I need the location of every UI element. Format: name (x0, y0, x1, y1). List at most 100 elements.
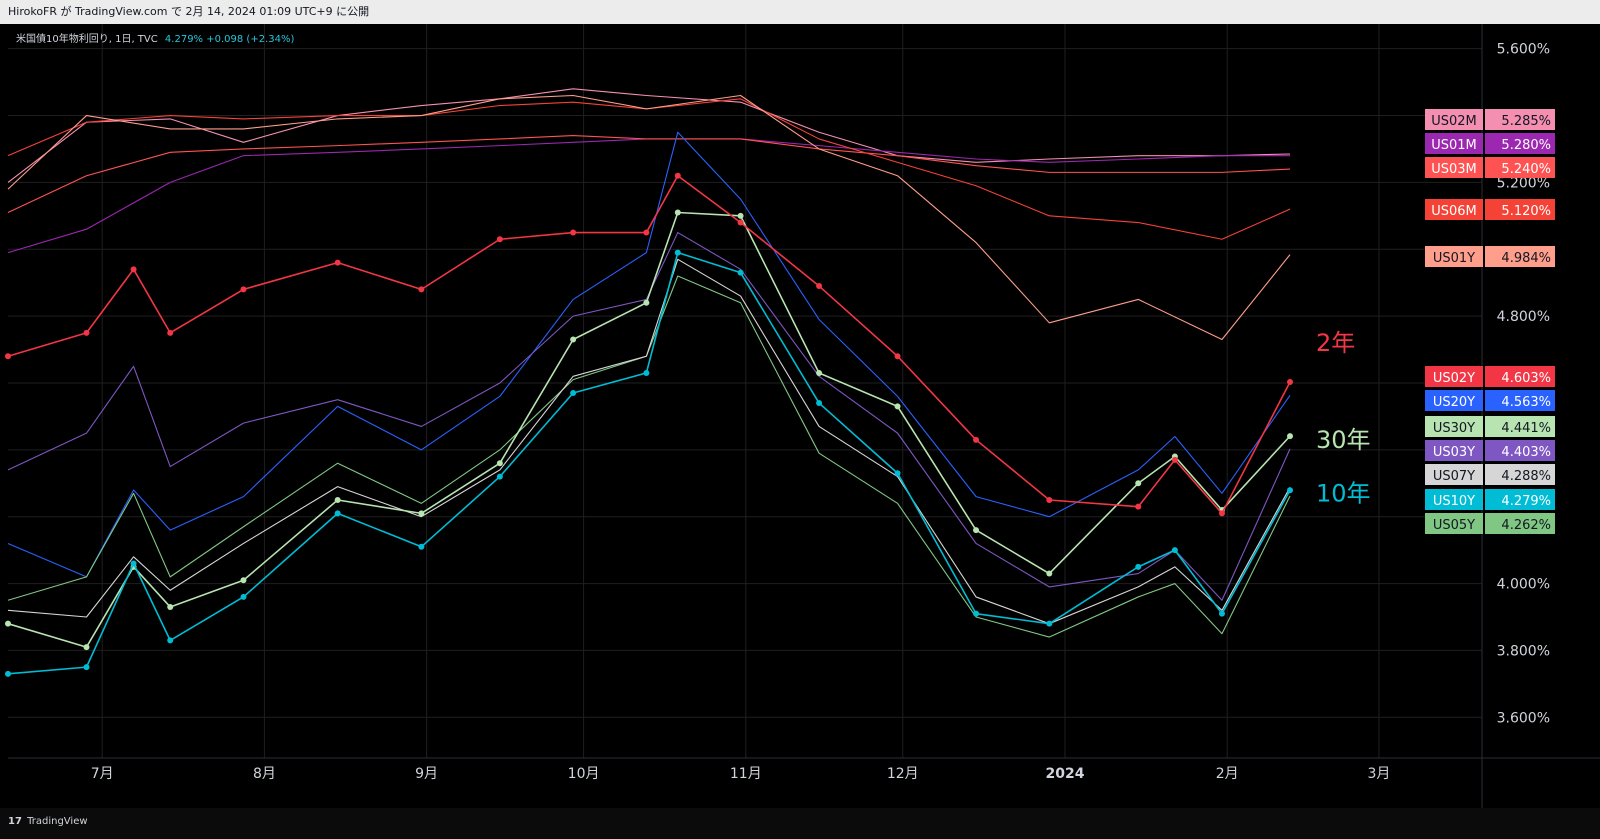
price-tag-us01m[interactable]: US01M 5.280% (1425, 133, 1555, 154)
price-tag-us02y[interactable]: US02Y 4.603% (1425, 366, 1555, 387)
x-tick-label: 8月 (253, 766, 276, 782)
data-point-us02y (418, 286, 425, 293)
price-tag-us10y[interactable]: US10Y 4.279% (1425, 489, 1555, 510)
data-point-us02y (1287, 378, 1293, 385)
series-line-us03m (7, 135, 1291, 213)
data-point-us30y (674, 209, 681, 216)
price-axis[interactable]: 5.600% 5.200% 4.800% 4.000% 3.800% 3.600% (1497, 42, 1550, 727)
data-point-us30y (737, 212, 744, 219)
data-point-us10y (240, 593, 247, 600)
price-tag-symbol: US01Y (1433, 251, 1475, 266)
data-point-us10y (894, 470, 901, 477)
price-tag-label-bg (1425, 416, 1483, 437)
data-point-us10y (1171, 547, 1178, 554)
price-tag-symbol: US03Y (1433, 445, 1475, 460)
data-point-us10y (83, 664, 90, 671)
data-point-us02y (973, 436, 980, 443)
data-point-us10y (674, 249, 681, 256)
price-tag-symbol: US02M (1431, 114, 1477, 129)
price-tag-value: 4.563% (1501, 395, 1551, 410)
price-tag-value-bg (1485, 157, 1555, 178)
price-tag-symbol: US20Y (1433, 395, 1475, 410)
price-tag-value: 5.120% (1501, 204, 1551, 219)
price-tag-label-bg (1425, 464, 1483, 485)
price-tag-us03m[interactable]: US03M 5.240% (1425, 157, 1555, 178)
legend-value: 4.279% +0.098 (+2.34%) (164, 34, 295, 45)
price-tag-value: 4.441% (1501, 421, 1551, 436)
y-tick-label: 5.200% (1497, 175, 1550, 191)
price-tag-us30y[interactable]: US30Y 4.441% (1425, 416, 1555, 437)
price-tag-value: 5.285% (1501, 114, 1551, 129)
data-point-us30y (1135, 480, 1142, 487)
price-tag-symbol: US03M (1431, 162, 1477, 177)
price-tag-value: 4.279% (1501, 494, 1551, 509)
price-tag-label-bg (1425, 133, 1483, 154)
data-point-us30y (643, 299, 650, 306)
price-tag-value: 4.262% (1501, 518, 1551, 533)
price-tag-symbol: US30Y (1433, 421, 1475, 436)
price-tag-label-bg (1425, 513, 1483, 534)
data-point-us30y (570, 336, 577, 343)
data-point-us30y (334, 496, 341, 503)
price-tag-label-bg (1425, 157, 1483, 178)
data-point-us30y (1287, 433, 1293, 440)
price-tags: US02M 5.285% US01M 5.280% US03M 5.240% US06M 5.… (1425, 109, 1555, 534)
price-tag-value: 4.984% (1501, 251, 1551, 266)
price-tag-us20y[interactable]: US20Y 4.563% (1425, 390, 1555, 411)
data-point-us10y (570, 390, 577, 397)
data-point-us02y (643, 229, 650, 236)
price-tag-symbol: US06M (1431, 204, 1477, 219)
footer-bar: 17 TradingView (0, 808, 1600, 839)
legend-symbol: 米国債10年物利回り, 1日, TVC (16, 34, 158, 45)
price-tag-label-bg (1425, 246, 1483, 267)
price-tag-us02m[interactable]: US02M 5.285% (1425, 109, 1555, 130)
data-point-us02y (167, 329, 174, 336)
data-point-us02y (240, 286, 247, 293)
data-point-us10y (334, 510, 341, 517)
price-tag-value: 5.280% (1501, 138, 1551, 153)
data-point-us02y (5, 353, 11, 360)
price-tag-value: 4.403% (1501, 445, 1551, 460)
price-tag-us05y[interactable]: US05Y 4.262% (1425, 513, 1555, 534)
price-tag-us03y[interactable]: US03Y 4.403% (1425, 440, 1555, 461)
x-tick-label: 2月 (1216, 766, 1239, 782)
data-point-us02y (894, 353, 901, 360)
data-point-us02y (674, 172, 681, 179)
data-point-us30y (418, 510, 425, 517)
price-tag-value: 4.603% (1501, 371, 1551, 386)
price-tag-symbol: US01M (1431, 138, 1477, 153)
published-header: HirokoFR が TradingView.com で 2月 14, 2024… (0, 0, 1600, 24)
data-point-us02y (334, 259, 341, 266)
annotation-layer: 2年 30年 10年 (1316, 329, 1371, 507)
data-point-us10y (1135, 563, 1142, 570)
tradingview-logo-icon: 17 (8, 816, 22, 827)
series-layer (5, 88, 1293, 677)
price-tag-value-bg (1485, 199, 1555, 220)
series-line-us02y (7, 174, 1291, 515)
data-point-us30y (1046, 570, 1053, 577)
x-tick-label: 3月 (1367, 766, 1390, 782)
data-point-us02y (496, 236, 503, 243)
data-point-us02y (83, 329, 90, 336)
time-axis[interactable]: 7月 8月 9月 10月 11月 12月 2024 2月 3月 (91, 766, 1391, 782)
price-tag-value-bg (1485, 246, 1555, 267)
price-tag-value-bg (1485, 513, 1555, 534)
data-point-us02y (1218, 510, 1225, 517)
price-tag-label-bg (1425, 199, 1483, 220)
data-point-us02y (1171, 456, 1178, 463)
tradingview-logo[interactable]: 17 TradingView (8, 816, 88, 827)
price-tag-label-bg (1425, 440, 1483, 461)
y-tick-label: 5.600% (1497, 42, 1550, 58)
price-tag-us01y[interactable]: US01Y 4.984% (1425, 246, 1555, 267)
data-point-us10y (973, 610, 980, 617)
price-tag-label-bg (1425, 109, 1483, 130)
x-tick-label: 12月 (887, 766, 919, 782)
price-tag-us06m[interactable]: US06M 5.120% (1425, 199, 1555, 220)
price-tag-label-bg (1425, 366, 1483, 387)
data-point-us30y (894, 403, 901, 410)
series-line-us01y (7, 94, 1291, 341)
published-text: HirokoFR が TradingView.com で 2月 14, 2024… (8, 5, 370, 18)
x-tick-label: 11月 (730, 766, 762, 782)
yield-chart[interactable]: 2年 30年 10年 5.600% 5.200% 4.800% 4.000% 3.800% 3… (0, 24, 1600, 808)
price-tag-us07y[interactable]: US07Y 4.288% (1425, 464, 1555, 485)
